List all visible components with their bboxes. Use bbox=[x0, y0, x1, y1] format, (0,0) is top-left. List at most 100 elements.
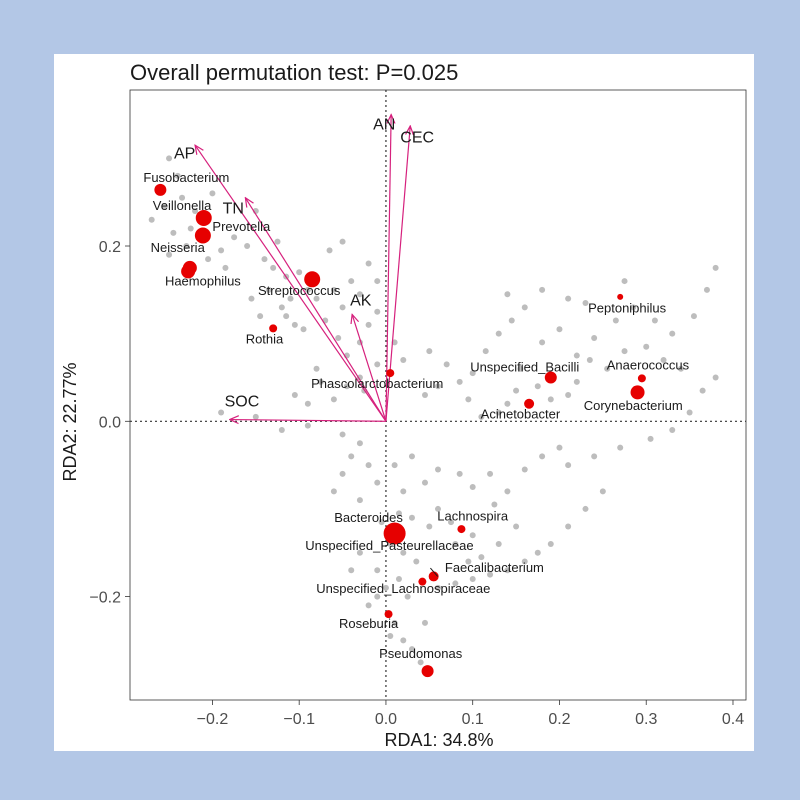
highlighted-taxon-point bbox=[637, 374, 646, 383]
background-taxon-point bbox=[647, 435, 654, 442]
y-tick-label: 0.0 bbox=[99, 414, 121, 431]
background-taxon-point bbox=[222, 264, 229, 271]
background-taxon-point bbox=[435, 466, 441, 473]
background-taxon-point bbox=[712, 374, 719, 381]
background-taxon-point bbox=[469, 484, 476, 491]
background-taxon-point bbox=[513, 387, 520, 394]
background-taxon-point bbox=[348, 567, 355, 574]
env-arrow-label-cec: CEC bbox=[400, 130, 434, 147]
background-taxon-point bbox=[313, 295, 320, 302]
background-taxon-point bbox=[192, 207, 199, 214]
background-taxon-point bbox=[491, 501, 498, 508]
background-taxon-point bbox=[378, 519, 385, 526]
background-taxon-point bbox=[435, 505, 441, 512]
background-taxon-point bbox=[387, 633, 394, 640]
background-taxon-point bbox=[395, 576, 402, 583]
env-arrow-label-soc: SOC bbox=[225, 393, 260, 410]
background-taxon-point bbox=[495, 330, 502, 337]
background-taxon-point bbox=[330, 396, 337, 403]
background-taxon-point bbox=[690, 313, 697, 320]
background-taxon-point bbox=[465, 396, 472, 403]
background-taxon-point bbox=[205, 256, 212, 263]
background-taxon-point bbox=[283, 313, 290, 320]
taxon-label-pseudomonas: Pseudomonas bbox=[379, 646, 463, 661]
x-tick-label: 0.3 bbox=[635, 711, 657, 728]
background-taxon-point bbox=[187, 225, 194, 232]
background-taxon-point bbox=[495, 409, 502, 416]
background-taxon-point bbox=[586, 356, 593, 363]
background-taxon-point bbox=[565, 392, 572, 398]
background-taxon-point bbox=[504, 488, 511, 495]
background-taxon-point bbox=[456, 378, 463, 385]
background-taxon-point bbox=[231, 234, 238, 241]
background-taxon-point bbox=[435, 383, 441, 390]
background-taxon-point bbox=[504, 567, 511, 574]
background-taxon-point bbox=[599, 488, 606, 495]
background-taxon-point bbox=[339, 304, 346, 311]
env-arrow-tn bbox=[245, 198, 387, 422]
background-taxon-point bbox=[565, 523, 572, 530]
env-arrow-label-ak: AK bbox=[350, 293, 372, 310]
highlighted-taxon-point bbox=[154, 183, 167, 196]
background-taxon-point bbox=[265, 286, 272, 293]
background-taxon-point bbox=[539, 339, 546, 346]
background-taxon-point bbox=[335, 335, 342, 342]
highlighted-taxon-point bbox=[386, 369, 395, 378]
x-tick-label: −0.1 bbox=[283, 711, 315, 728]
highlighted-taxon-point bbox=[428, 571, 439, 582]
background-taxon-point bbox=[356, 549, 363, 556]
background-taxon-point bbox=[148, 216, 155, 223]
highlighted-taxon-point bbox=[181, 264, 196, 279]
background-taxon-point bbox=[456, 470, 463, 477]
rda-biplot: Overall permutation test: P=0.025 RDA1: … bbox=[60, 60, 747, 750]
background-taxon-point bbox=[539, 453, 546, 460]
background-taxon-point bbox=[556, 444, 563, 451]
x-tick-label: 0.4 bbox=[722, 711, 744, 728]
background-taxon-point bbox=[296, 269, 303, 276]
background-taxon-point bbox=[521, 466, 528, 473]
background-taxon-point bbox=[257, 313, 264, 320]
env-arrow-label-an: AN bbox=[373, 116, 395, 133]
background-taxon-point bbox=[513, 523, 520, 530]
background-taxon-point bbox=[517, 365, 524, 372]
highlighted-taxon-point bbox=[194, 227, 211, 244]
background-taxon-point bbox=[174, 172, 181, 179]
background-taxon-point bbox=[304, 400, 311, 407]
background-taxon-point bbox=[356, 291, 363, 298]
background-taxon-point bbox=[166, 251, 173, 258]
background-taxon-point bbox=[356, 440, 363, 447]
taxon-label-haemophilus: Haemophilus bbox=[165, 273, 241, 288]
taxon-label-streptococcus: Streptococcus bbox=[258, 283, 341, 298]
background-taxon-point bbox=[617, 444, 624, 451]
y-axis-title: RDA2: 22.77% bbox=[60, 362, 80, 481]
background-taxon-point bbox=[365, 462, 372, 469]
background-taxon-point bbox=[621, 348, 628, 355]
taxon-label-prevotella: Prevotella bbox=[212, 219, 271, 234]
background-taxon-point bbox=[395, 510, 402, 517]
background-taxon-point bbox=[478, 554, 485, 561]
taxon-label-corynebacterium: Corynebacterium bbox=[584, 398, 683, 413]
background-taxon-point bbox=[304, 422, 311, 429]
taxon-label-unspecified_pasteurellaceae: Unspecified_Pasteurellaceae bbox=[305, 538, 473, 553]
background-taxon-point bbox=[339, 470, 346, 477]
highlighted-taxon-point bbox=[630, 385, 645, 400]
background-taxon-point bbox=[348, 278, 355, 285]
background-taxon-point bbox=[547, 540, 554, 547]
figure-panel: Overall permutation test: P=0.025 RDA1: … bbox=[54, 54, 754, 751]
background-taxon-point bbox=[365, 260, 372, 267]
env-arrow-label-ap: AP bbox=[174, 145, 195, 162]
background-taxon-point bbox=[400, 488, 407, 495]
background-taxon-point bbox=[703, 286, 710, 293]
background-taxon-point bbox=[274, 238, 281, 245]
background-taxon-point bbox=[443, 361, 450, 368]
background-taxon-point bbox=[651, 317, 658, 324]
x-tick-label: 0.2 bbox=[548, 711, 570, 728]
background-taxon-point bbox=[408, 514, 415, 521]
background-taxon-point bbox=[400, 356, 407, 363]
background-taxon-point bbox=[304, 286, 311, 293]
background-taxon-point bbox=[218, 409, 225, 416]
chart-title: Overall permutation test: P=0.025 bbox=[130, 60, 458, 85]
background-taxon-point bbox=[534, 549, 541, 556]
highlighted-taxon-point bbox=[304, 271, 321, 288]
background-taxon-point bbox=[591, 453, 598, 460]
